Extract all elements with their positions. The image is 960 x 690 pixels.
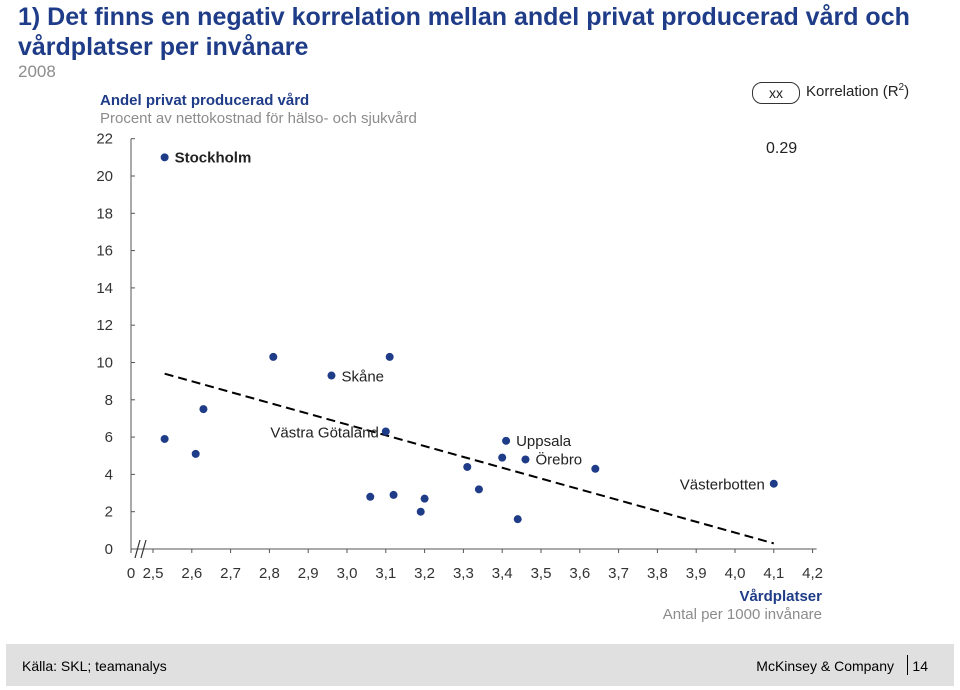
legend-label-text: Korrelation (R	[806, 83, 899, 100]
point-label: Örebro	[535, 450, 582, 468]
x-tick-label: 2,6	[181, 565, 202, 582]
page-number: 14	[912, 658, 928, 674]
x-axis-title: Vårdplatser	[739, 588, 822, 605]
point-label: Uppsala	[516, 433, 572, 450]
data-point	[160, 153, 169, 162]
y-axis-subtitle: Procent av nettokostnad för hälso- och s…	[100, 110, 417, 127]
x-tick-label: 2,8	[259, 565, 280, 582]
x-tick-label: 4,2	[802, 565, 823, 582]
x-tick-label: 3,4	[492, 565, 513, 582]
x-tick-label: 4,1	[763, 565, 784, 582]
data-point	[498, 453, 507, 462]
trendline	[164, 372, 775, 545]
y-tick-label: 14	[96, 280, 113, 297]
legend-label-sup: 2	[898, 82, 905, 93]
data-point	[160, 434, 169, 443]
data-point	[191, 449, 200, 458]
x-tick-label: 3,5	[531, 565, 552, 582]
y-tick-label: 18	[96, 205, 113, 222]
axis-break-mark	[134, 539, 141, 559]
brand-label: McKinsey & Company	[756, 658, 894, 674]
axis-break-mark	[140, 539, 147, 559]
y-tick-label: 2	[105, 504, 113, 521]
x-tick-label: 3,6	[569, 565, 590, 582]
data-point	[769, 479, 778, 488]
y-tick-label: 22	[96, 131, 113, 148]
footer-divider	[907, 655, 908, 675]
data-point	[420, 494, 429, 503]
x-tick-label: 3,7	[608, 565, 629, 582]
data-point	[463, 462, 472, 471]
point-label: Västerbotten	[680, 477, 765, 494]
x-tick-label: 3,8	[647, 565, 668, 582]
data-point	[381, 427, 390, 436]
source-note: Källa: SKL; teamanalys	[22, 658, 167, 674]
x-tick-label: 3,2	[414, 565, 435, 582]
x-tick-label: 3,0	[337, 565, 358, 582]
y-tick-label: 10	[96, 355, 113, 372]
data-point	[513, 515, 522, 524]
data-point	[385, 352, 394, 361]
x-tick-label: 2,7	[220, 565, 241, 582]
y-tick-label: 6	[105, 429, 113, 446]
x-tick-label: 3,9	[686, 565, 707, 582]
x-tick-label: 4,0	[725, 565, 746, 582]
footer-bar: Källa: SKL; teamanalys McKinsey & Compan…	[6, 644, 954, 686]
point-label: Västra Götaland	[270, 425, 378, 442]
point-label: Skåne	[341, 369, 384, 386]
data-point	[502, 436, 511, 445]
data-point	[199, 405, 208, 414]
year-label: 2008	[18, 62, 56, 81]
x-tick-label: 3,3	[453, 565, 474, 582]
x-tick-label: 0	[127, 565, 135, 582]
data-point	[366, 492, 375, 501]
data-point	[269, 352, 278, 361]
y-tick-label: 20	[96, 168, 113, 185]
data-point	[416, 507, 425, 516]
x-tick-label: 2,5	[143, 565, 164, 582]
y-axis-title: Andel privat producerad vård	[100, 92, 310, 109]
y-tick-label: 4	[105, 466, 113, 483]
data-point	[327, 371, 336, 380]
legend-label-close: )	[904, 83, 910, 100]
x-tick-label: 2,9	[298, 565, 319, 582]
data-point	[389, 490, 398, 499]
legend-swatch: xx	[752, 82, 800, 104]
r2-value: 0.29	[766, 140, 798, 157]
y-tick-label: 16	[96, 243, 113, 260]
x-tick-label: 3,1	[375, 565, 396, 582]
y-tick-label: 0	[105, 541, 113, 558]
y-tick-label: 8	[105, 392, 113, 409]
slide-title: 1) Det finns en negativ korrelation mell…	[18, 3, 910, 61]
legend-label: Korrelation (R2)	[806, 82, 909, 100]
x-axis-subtitle: Antal per 1000 invånare	[662, 606, 822, 623]
data-point	[474, 485, 483, 494]
point-label: Stockholm	[175, 149, 252, 166]
data-point	[521, 455, 530, 464]
data-point	[591, 464, 600, 473]
y-tick-label: 12	[96, 317, 113, 334]
